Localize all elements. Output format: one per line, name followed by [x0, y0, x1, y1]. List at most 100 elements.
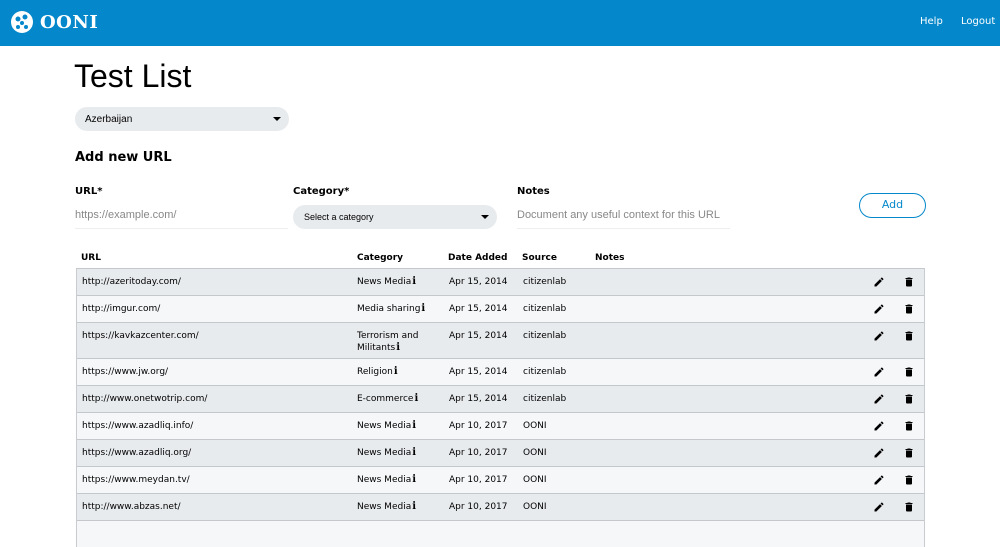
delete-trash-icon[interactable] — [903, 501, 915, 513]
cell-url: https://kavkazcenter.com/ — [82, 331, 199, 341]
info-icon[interactable]: i — [412, 474, 417, 485]
notes-input[interactable]: Document any useful context for this URL — [517, 205, 730, 229]
table-row: http://azeritoday.com/ News Mediai Apr 1… — [77, 268, 924, 295]
cell-url: https://www.azadliq.org/ — [82, 448, 192, 458]
cell-source: citizenlab — [523, 277, 567, 287]
edit-pencil-icon[interactable] — [873, 276, 885, 288]
logout-link[interactable]: Logout — [961, 16, 996, 27]
category-placeholder: Select a category — [304, 212, 374, 222]
chevron-down-icon — [481, 215, 489, 219]
info-icon[interactable]: i — [393, 366, 398, 377]
cell-date: Apr 15, 2014 — [449, 394, 508, 404]
cell-date: Apr 10, 2017 — [449, 421, 508, 431]
cell-date: Apr 15, 2014 — [449, 367, 508, 377]
edit-pencil-icon[interactable] — [873, 501, 885, 513]
cell-category: E-commercei — [357, 393, 445, 405]
cell-category: News Mediai — [357, 501, 445, 513]
category-select[interactable]: Select a category — [293, 205, 497, 229]
info-icon[interactable]: i — [396, 342, 401, 353]
edit-pencil-icon[interactable] — [873, 303, 885, 315]
category-text: News Media — [357, 448, 412, 458]
delete-trash-icon[interactable] — [903, 303, 915, 315]
table-row: https://www.azadliq.org/ News Mediai Apr… — [77, 439, 924, 466]
top-bar: OONI Help Logout — [0, 0, 1000, 46]
edit-pencil-icon[interactable] — [873, 393, 885, 405]
cell-date: Apr 15, 2014 — [449, 304, 508, 314]
cell-source: citizenlab — [523, 304, 567, 314]
cell-source: citizenlab — [523, 367, 567, 377]
category-text: E-commerce — [357, 394, 414, 404]
delete-trash-icon[interactable] — [903, 420, 915, 432]
table-row: http://www.onetwotrip.com/ E-commercei A… — [77, 385, 924, 412]
cell-url: http://imgur.com/ — [82, 304, 161, 314]
table-row-partial — [77, 520, 924, 547]
cell-url: https://www.meydan.tv/ — [82, 475, 190, 485]
delete-trash-icon[interactable] — [903, 474, 915, 486]
edit-pencil-icon[interactable] — [873, 366, 885, 378]
edit-pencil-icon[interactable] — [873, 474, 885, 486]
add-button[interactable]: Add — [859, 193, 926, 218]
category-text: News Media — [357, 421, 412, 431]
edit-pencil-icon[interactable] — [873, 330, 885, 342]
brand-name: OONI — [40, 11, 99, 33]
ooni-logo[interactable]: OONI — [10, 10, 98, 34]
cell-source: OONI — [523, 502, 547, 512]
cell-date: Apr 10, 2017 — [449, 475, 508, 485]
cell-source: OONI — [523, 448, 547, 458]
column-header-notes: Notes — [595, 253, 625, 263]
url-input[interactable]: https://example.com/ — [75, 205, 288, 229]
info-icon[interactable]: i — [412, 501, 417, 512]
table-row: https://kavkazcenter.com/ Terrorism and … — [77, 322, 924, 358]
table-row: https://www.jw.org/ Religioni Apr 15, 20… — [77, 358, 924, 385]
cell-category: News Mediai — [357, 447, 445, 459]
category-label: Category* — [293, 186, 350, 197]
edit-pencil-icon[interactable] — [873, 447, 885, 459]
url-table: http://azeritoday.com/ News Mediai Apr 1… — [76, 268, 925, 547]
category-text: News Media — [357, 475, 412, 485]
country-value: Azerbaijan — [85, 114, 133, 125]
cell-category: News Mediai — [357, 276, 445, 288]
info-icon[interactable]: i — [412, 276, 417, 287]
column-header-category: Category — [357, 253, 404, 263]
category-text: Terrorism and Militants — [357, 331, 419, 353]
cell-source: citizenlab — [523, 394, 567, 404]
cell-source: OONI — [523, 421, 547, 431]
notes-label: Notes — [517, 186, 550, 197]
column-header-source: Source — [522, 253, 557, 263]
ooni-logo-icon — [11, 11, 33, 33]
column-header-date: Date Added — [448, 253, 508, 263]
delete-trash-icon[interactable] — [903, 366, 915, 378]
edit-pencil-icon[interactable] — [873, 420, 885, 432]
chevron-down-icon — [273, 117, 281, 121]
cell-date: Apr 15, 2014 — [449, 331, 508, 341]
table-row: https://www.meydan.tv/ News Mediai Apr 1… — [77, 466, 924, 493]
cell-date: Apr 10, 2017 — [449, 448, 508, 458]
cell-category: Religioni — [357, 366, 445, 378]
cell-url: https://www.azadliq.info/ — [82, 421, 194, 431]
cell-url: https://www.jw.org/ — [82, 367, 169, 377]
cell-category: Media sharingi — [357, 303, 445, 315]
info-icon[interactable]: i — [412, 420, 417, 431]
info-icon[interactable]: i — [414, 393, 419, 404]
cell-category: News Mediai — [357, 474, 445, 486]
cell-url: http://www.abzas.net/ — [82, 502, 181, 512]
category-text: Media sharing — [357, 304, 421, 314]
delete-trash-icon[interactable] — [903, 330, 915, 342]
cell-date: Apr 10, 2017 — [449, 502, 508, 512]
column-header-url: URL — [81, 253, 101, 263]
page-title: Test List — [74, 58, 192, 94]
table-row: https://www.azadliq.info/ News Mediai Ap… — [77, 412, 924, 439]
cell-category: News Mediai — [357, 420, 445, 432]
cell-date: Apr 15, 2014 — [449, 277, 508, 287]
category-text: Religion — [357, 367, 393, 377]
info-icon[interactable]: i — [412, 447, 417, 458]
country-select[interactable]: Azerbaijan — [75, 107, 289, 131]
delete-trash-icon[interactable] — [903, 276, 915, 288]
info-icon[interactable]: i — [421, 303, 426, 314]
help-link[interactable]: Help — [920, 16, 943, 27]
table-row: http://imgur.com/ Media sharingi Apr 15,… — [77, 295, 924, 322]
cell-url: http://www.onetwotrip.com/ — [82, 394, 208, 404]
delete-trash-icon[interactable] — [903, 393, 915, 405]
cell-url: http://azeritoday.com/ — [82, 277, 181, 287]
delete-trash-icon[interactable] — [903, 447, 915, 459]
